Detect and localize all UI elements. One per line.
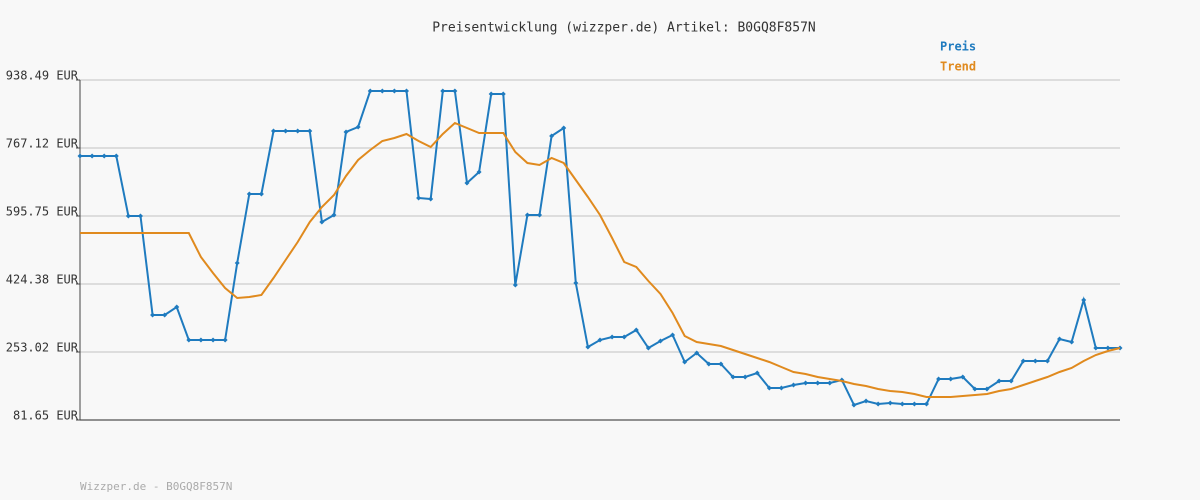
point-marker [137, 213, 143, 219]
point-marker [488, 91, 494, 97]
point-marker [621, 334, 627, 340]
point-marker [948, 376, 954, 382]
point-marker [1008, 378, 1014, 384]
point-marker [549, 133, 555, 139]
point-marker [258, 191, 264, 197]
point-marker [851, 402, 857, 408]
point-marker [270, 128, 276, 134]
point-marker [706, 361, 712, 367]
point-marker [150, 312, 156, 318]
point-marker [778, 385, 784, 391]
point-marker [633, 327, 639, 333]
point-marker [645, 345, 651, 351]
legend-label: Preis [940, 40, 976, 54]
point-marker [742, 374, 748, 380]
point-marker [899, 401, 905, 407]
point-marker [790, 382, 796, 388]
point-marker [1032, 358, 1038, 364]
point-marker [984, 386, 990, 392]
point-marker [754, 370, 760, 376]
point-marker [694, 350, 700, 356]
point-marker [476, 169, 482, 175]
point-marker [174, 304, 180, 310]
y-tick-label: 938.49 EUR [6, 69, 79, 83]
point-marker [512, 282, 518, 288]
point-marker [367, 88, 373, 94]
point-marker [730, 374, 736, 380]
point-marker [234, 260, 240, 266]
point-marker [766, 385, 772, 391]
point-marker [125, 213, 131, 219]
point-marker [391, 88, 397, 94]
point-marker [924, 401, 930, 407]
point-marker [573, 280, 579, 286]
point-marker [162, 312, 168, 318]
series-line [80, 90, 1120, 407]
point-marker [295, 128, 301, 134]
point-marker [319, 219, 325, 225]
y-tick-label: 424.38 EUR [6, 273, 79, 287]
y-tick-label: 253.02 EUR [6, 340, 79, 354]
point-marker [657, 338, 663, 344]
point-marker [331, 212, 337, 218]
point-marker [101, 153, 107, 159]
point-marker [113, 153, 119, 159]
point-marker [863, 398, 869, 404]
point-marker [887, 400, 893, 406]
point-marker [1081, 297, 1087, 303]
point-marker [609, 334, 615, 340]
legend-label: Trend [940, 60, 976, 74]
point-marker [670, 332, 676, 338]
point-marker [246, 191, 252, 197]
point-marker [1020, 358, 1026, 364]
point-marker [537, 212, 543, 218]
point-marker [343, 129, 349, 135]
point-marker [960, 374, 966, 380]
point-marker [1105, 345, 1111, 351]
point-marker [210, 337, 216, 343]
point-marker [972, 386, 978, 392]
point-marker [875, 401, 881, 407]
point-marker [379, 88, 385, 94]
point-marker [198, 337, 204, 343]
point-marker [911, 401, 917, 407]
point-marker [815, 380, 821, 386]
point-marker [1057, 336, 1063, 342]
point-marker [585, 344, 591, 350]
point-marker [500, 91, 506, 97]
point-marker [1044, 358, 1050, 364]
point-marker [404, 88, 410, 94]
chart-title: Preisentwicklung (wizzper.de) Artikel: B… [432, 21, 816, 36]
y-tick-label: 81.65 EUR [13, 409, 79, 423]
point-marker [1069, 339, 1075, 345]
point-marker [283, 128, 289, 134]
point-marker [77, 153, 83, 159]
point-marker [803, 380, 809, 386]
point-marker [936, 376, 942, 382]
point-marker [682, 359, 688, 365]
point-marker [355, 124, 361, 130]
point-marker [561, 125, 567, 131]
point-marker [307, 128, 313, 134]
point-marker [996, 378, 1002, 384]
point-marker [1093, 345, 1099, 351]
point-marker [718, 361, 724, 367]
point-marker [464, 180, 470, 186]
point-marker [428, 196, 434, 202]
point-marker [827, 380, 833, 386]
y-tick-label: 767.12 EUR [6, 137, 79, 151]
footer: Wizzper.de - B0GQ8F857N [80, 480, 232, 493]
y-tick-label: 595.75 EUR [6, 205, 79, 219]
point-marker [597, 337, 603, 343]
point-marker [440, 88, 446, 94]
point-marker [89, 153, 95, 159]
point-marker [452, 88, 458, 94]
point-marker [524, 212, 530, 218]
point-marker [416, 195, 422, 201]
point-marker [222, 337, 228, 343]
series-line [80, 121, 1121, 398]
point-marker [186, 337, 192, 343]
